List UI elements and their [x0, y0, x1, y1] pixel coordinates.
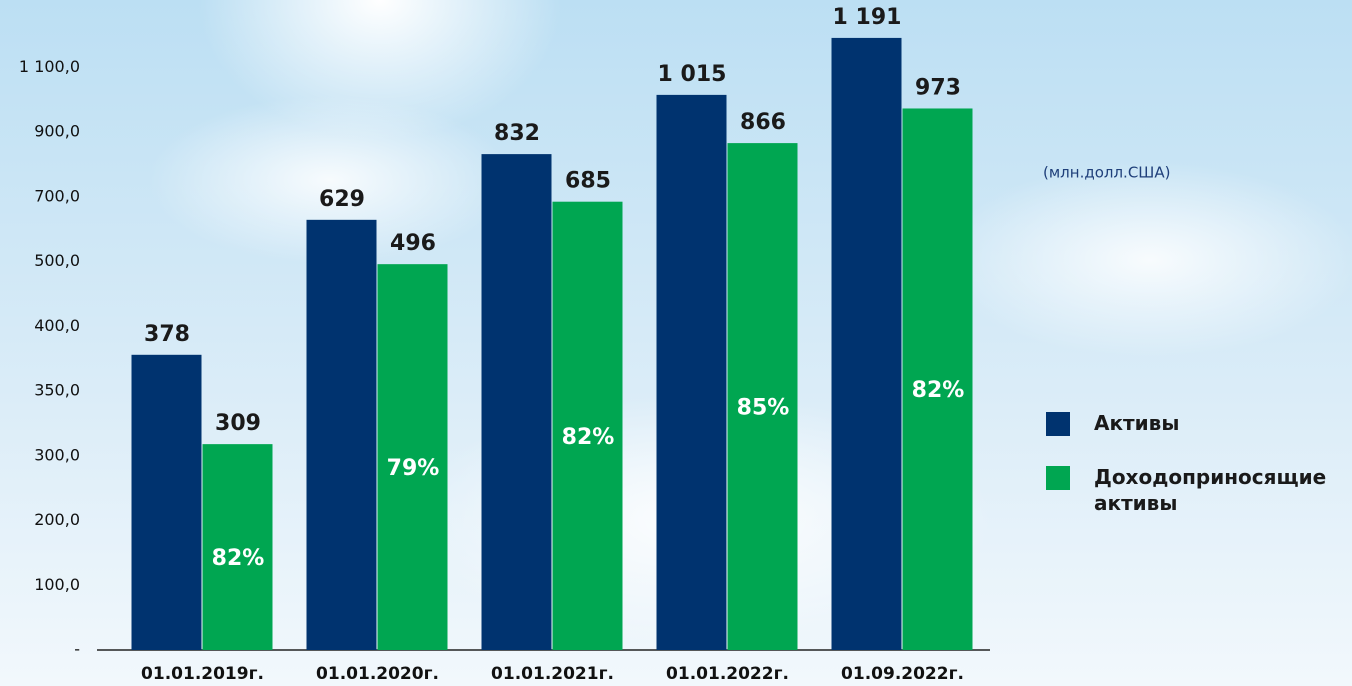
bar: [552, 201, 623, 650]
x-tick-label: 01.01.2019г.: [141, 664, 264, 684]
value-label: 832: [494, 121, 540, 146]
share-label: 82%: [912, 378, 965, 403]
legend-swatch: [1046, 466, 1070, 490]
x-tick-label: 01.01.2020г.: [316, 664, 439, 684]
y-tick-label: 100,0: [34, 575, 80, 594]
bar: [831, 37, 902, 651]
value-label: 973: [915, 75, 961, 100]
y-tick-label: 700,0: [34, 186, 80, 205]
value-label: 629: [319, 187, 365, 212]
y-tick-label: 1 100,0: [19, 57, 80, 76]
value-label: 309: [215, 411, 261, 436]
y-tick-label: 350,0: [34, 381, 80, 400]
legend-label-line: активы: [1094, 491, 1177, 515]
y-tick-label: 400,0: [34, 316, 80, 335]
legend-swatch: [1046, 412, 1070, 436]
share-label: 82%: [562, 425, 615, 450]
value-label: 866: [740, 110, 786, 135]
legend-label: Активы: [1094, 411, 1179, 435]
legend-label-line: Доходоприносящие: [1094, 465, 1326, 489]
bar: [131, 354, 202, 650]
y-tick-label: 500,0: [34, 251, 80, 270]
value-label: 1 191: [833, 5, 902, 30]
share-label: 79%: [387, 456, 440, 481]
bar: [727, 143, 798, 650]
bar: [902, 108, 973, 650]
share-label: 82%: [212, 546, 265, 571]
value-label: 1 015: [658, 62, 727, 87]
x-tick-label: 01.09.2022г.: [841, 664, 964, 684]
y-tick-label: 300,0: [34, 445, 80, 464]
legend-label: Доходоприносящие активы: [1094, 465, 1326, 515]
legend-label-line: Активы: [1094, 411, 1179, 435]
share-label: 85%: [737, 396, 790, 421]
x-tick-label: 01.01.2021г.: [491, 664, 614, 684]
value-label: 685: [565, 169, 611, 194]
bar: [656, 94, 727, 650]
unit-note: (млн.долл.США): [1043, 164, 1170, 182]
bar: [481, 154, 552, 650]
y-tick-label: -: [74, 640, 80, 659]
value-label: 378: [144, 322, 190, 347]
x-tick-label: 01.01.2022г.: [666, 664, 789, 684]
y-tick-label: 200,0: [34, 510, 80, 529]
bar: [202, 444, 273, 650]
bar: [306, 219, 377, 651]
y-tick-label: 900,0: [34, 122, 80, 141]
value-label: 496: [390, 231, 436, 256]
bar: [377, 264, 448, 650]
